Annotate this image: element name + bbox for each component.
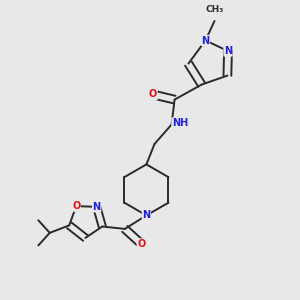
Text: O: O bbox=[72, 201, 80, 211]
Text: N: N bbox=[201, 35, 210, 46]
Text: O: O bbox=[137, 239, 146, 249]
Text: O: O bbox=[149, 89, 157, 100]
Text: N: N bbox=[142, 210, 151, 220]
Text: N: N bbox=[93, 202, 101, 212]
Text: CH₃: CH₃ bbox=[206, 5, 224, 14]
Text: NH: NH bbox=[172, 118, 188, 128]
Text: N: N bbox=[224, 46, 232, 56]
